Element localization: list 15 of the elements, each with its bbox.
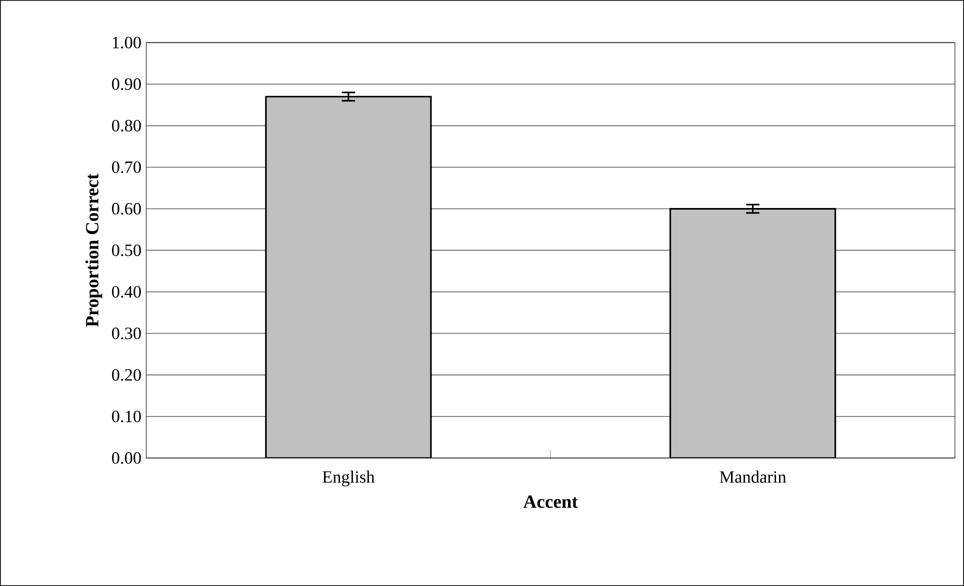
y-tick-label: 1.00 (112, 36, 141, 48)
y-tick-label: 0.40 (112, 286, 141, 298)
y-tick-label: 0.70 (112, 161, 141, 174)
x-tick-label: English (322, 470, 375, 486)
y-tick-label: 0.80 (112, 120, 141, 132)
y-tick-label: 0.30 (112, 328, 141, 340)
x-axis-title: Accent (523, 495, 578, 508)
y-tick-label: 0.20 (112, 369, 141, 381)
y-tick-label: 0.90 (112, 78, 141, 90)
y-tick-label: 0.50 (112, 244, 141, 256)
y-tick-label: 0.10 (112, 410, 141, 422)
y-tick-label: 0.00 (112, 452, 141, 464)
y-tick-label: 0.60 (112, 202, 141, 215)
x-tick-label: Mandarin (720, 470, 786, 483)
y-axis-title: Proportion Correct (85, 174, 102, 327)
